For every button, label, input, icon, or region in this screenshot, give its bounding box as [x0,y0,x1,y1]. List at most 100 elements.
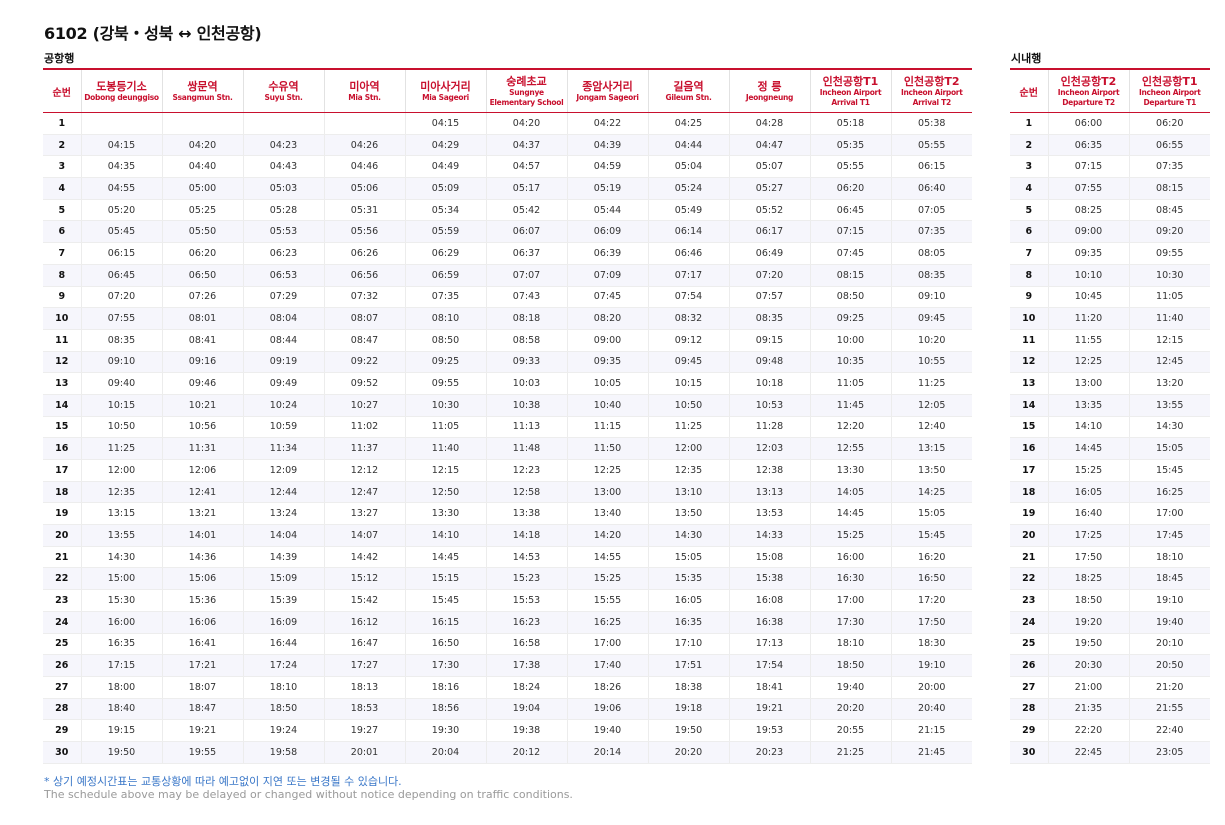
time-cell: 20:14 [566,741,648,764]
stop-name-ko: 숭례초교 [506,74,547,88]
time-cell: 13:50 [890,459,972,482]
time-cell: 09:12 [647,329,729,352]
time-cell: 18:00 [80,676,162,699]
time-cell: 20:23 [728,741,810,764]
time-cell: 15:09 [242,567,324,591]
time-cell: 12:45 [1128,351,1210,374]
stop-name-ko: 인천공항T2 [903,74,960,88]
time-cell: 10:10 [1047,264,1129,287]
table-row: 7 06:15 06:20 06:23 06:26 06:29 06:37 06:39 06:4… [43,242,972,265]
table-row: 11 11:55 12:15 [1010,329,1210,352]
row-number: 20 [1010,524,1048,547]
time-cell: 05:42 [485,199,567,222]
table-row: 6 09:00 09:20 [1010,220,1210,244]
row-number: 28 [43,698,81,721]
stop-name-ko: 종암사거리 [582,79,633,93]
time-cell: 18:50 [809,654,891,677]
stop-name-ko: 정 릉 [757,79,782,93]
time-cell: 10:56 [161,416,243,439]
delay-notice-ko: * 상기 예정시간표는 교통상황에 따라 예고없이 지연 또는 변경될 수 있습… [44,775,402,788]
time-cell: 07:07 [485,264,567,287]
time-cell: 18:16 [404,676,486,699]
column-header-stop: 수유역 Suyu Stn. [242,68,324,113]
time-cell: 11:25 [890,372,972,395]
time-cell: 05:55 [809,155,891,179]
table-row: 11 08:35 08:41 08:44 08:47 08:50 08:58 09:00 09:… [43,329,972,352]
time-cell: 19:55 [161,741,243,764]
time-cell: 10:24 [242,394,324,417]
time-cell: 18:50 [242,698,324,721]
column-header-stop: 인천공항T2 Incheon Airport Departure T2 [1047,68,1129,113]
time-cell: 18:41 [728,676,810,699]
time-cell: 10:45 [1047,286,1129,309]
time-cell: 09:10 [80,351,162,374]
time-cell: 17:25 [1047,524,1129,547]
row-number: 21 [43,546,81,569]
time-cell: 11:48 [485,437,567,460]
time-cell: 12:15 [1128,329,1210,352]
stop-name-ko: 미아역 [349,79,380,93]
row-number: 12 [43,351,81,374]
time-cell: 07:09 [566,264,648,287]
stop-name-ko: 도봉등기소 [96,79,147,93]
time-cell: 09:35 [1047,242,1129,265]
time-cell: 13:35 [1047,394,1129,417]
time-cell: 18:56 [404,698,486,721]
row-number: 22 [1010,567,1048,591]
airport-timetable: 순번 도봉등기소 Dobong deunggiso 쌍문역 Ssangmun Stn. 수… [43,68,972,764]
time-cell: 16:05 [1047,481,1129,504]
row-number: 1 [1010,112,1048,135]
time-cell: 09:46 [161,372,243,395]
time-cell: 19:38 [485,719,567,742]
time-cell: 07:29 [242,286,324,309]
time-cell: 11:15 [566,416,648,439]
column-header-stop: 도봉등기소 Dobong deunggiso [80,68,162,113]
row-number: 25 [1010,633,1048,656]
time-cell: 12:06 [161,459,243,482]
time-cell: 13:55 [80,524,162,547]
time-cell: 12:20 [809,416,891,439]
time-cell: 12:12 [323,459,405,482]
row-number: 27 [1010,676,1048,699]
time-cell: 05:00 [161,177,243,200]
row-number: 5 [1010,199,1048,222]
time-cell: 19:10 [890,654,972,677]
table-row: 18 16:05 16:25 [1010,481,1210,504]
time-cell: 05:20 [80,199,162,222]
time-cell: 15:05 [647,546,729,569]
time-cell: 05:55 [890,134,972,157]
time-cell: 04:49 [404,155,486,179]
table-row: 8 06:45 06:50 06:53 06:56 06:59 07:07 07:09 07:1… [43,264,972,287]
time-cell: 12:50 [404,481,486,504]
time-cell: 10:15 [80,394,162,417]
time-cell [242,112,324,135]
time-cell: 16:05 [647,589,729,612]
time-cell: 14:01 [161,524,243,547]
time-cell: 05:09 [404,177,486,200]
stop-name-ko: 쌍문역 [187,79,218,93]
time-cell: 04:28 [728,112,810,135]
row-number: 23 [43,589,81,612]
stop-name-ko: 인천공항T2 [1060,74,1117,88]
time-cell: 15:15 [404,567,486,591]
time-cell: 14:30 [647,524,729,547]
time-cell: 12:40 [890,416,972,439]
time-cell: 06:55 [1128,134,1210,157]
row-number: 2 [43,134,81,157]
time-cell: 17:15 [80,654,162,677]
time-cell: 05:28 [242,199,324,222]
time-cell: 11:50 [566,437,648,460]
time-cell: 15:00 [80,567,162,591]
time-cell: 06:53 [242,264,324,287]
time-cell: 19:20 [1047,611,1129,634]
time-cell: 12:00 [647,437,729,460]
row-number: 15 [1010,416,1048,439]
time-cell: 16:40 [1047,502,1129,526]
time-cell: 05:18 [809,112,891,135]
time-cell: 05:19 [566,177,648,200]
stop-name-ko: 길음역 [673,79,704,93]
row-number: 26 [43,654,81,677]
airport-section-label: 공항행 [44,52,75,65]
row-number: 5 [43,199,81,222]
time-cell: 04:59 [566,155,648,179]
